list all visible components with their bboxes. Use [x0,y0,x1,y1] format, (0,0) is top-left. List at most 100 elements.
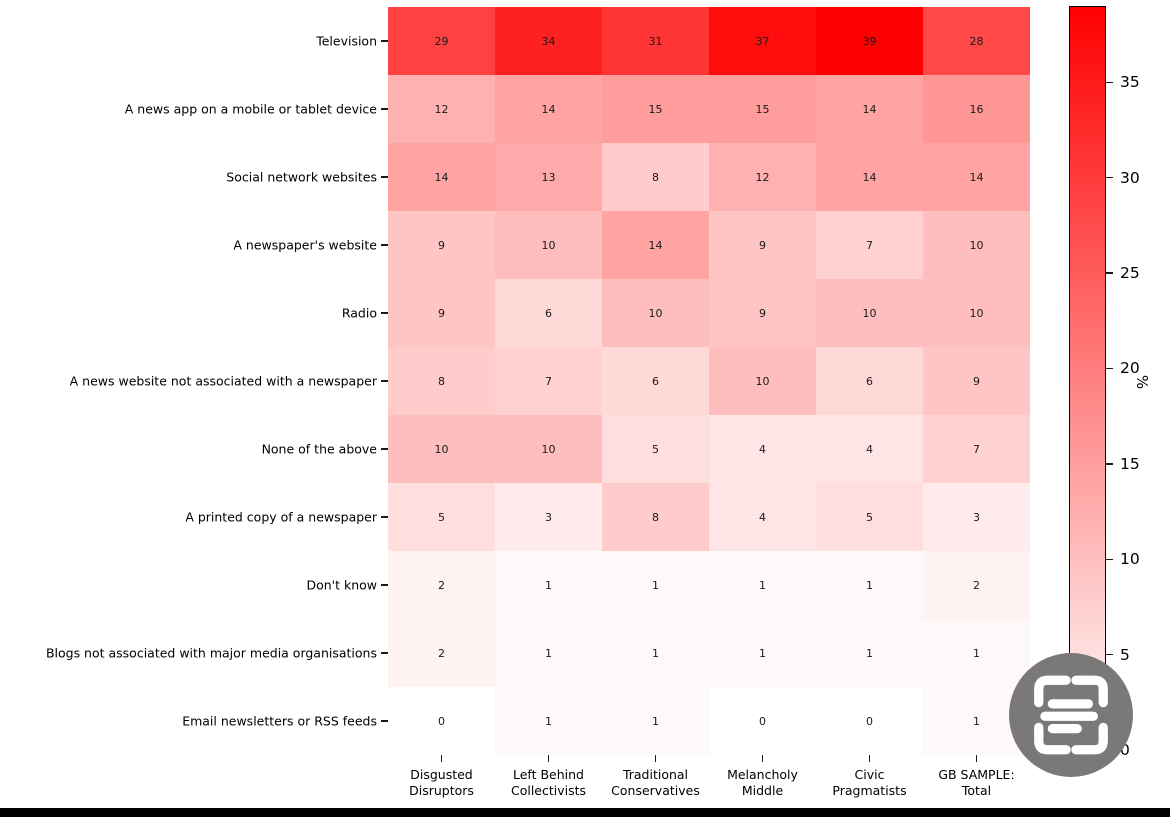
colorbar [1069,6,1106,750]
heatmap-cell: 14 [923,143,1030,211]
heatmap-cell: 9 [388,279,495,347]
row-label: Radio [341,305,377,321]
heatmap-cell: 4 [709,483,816,551]
x-tick-mark [868,755,871,762]
heatmap-cell: 1 [709,551,816,619]
colorbar-tick-label: 5 [1120,645,1130,664]
heatmap-cell: 5 [388,483,495,551]
colorbar-tick-mark [1106,653,1113,656]
column-label: Traditional Conservatives [611,767,700,799]
column-label: GB SAMPLE: Total [938,767,1015,799]
heatmap-cell: 3 [495,483,602,551]
heatmap-cell: 14 [602,211,709,279]
colorbar-unit-label: % [1133,374,1151,390]
row-label: Social network websites [226,169,377,185]
scan-text-overlay-button[interactable] [1009,653,1133,777]
heatmap-cell: 10 [709,347,816,415]
scan-text-icon [1034,675,1108,755]
heatmap-cell: 4 [816,415,923,483]
colorbar-tick-label: 25 [1120,264,1140,283]
heatmap-cell: 28 [923,7,1030,75]
x-tick-mark [654,755,657,762]
heatmap-cell: 2 [388,551,495,619]
heatmap-cell: 34 [495,7,602,75]
y-tick-mark [381,244,388,246]
x-tick-mark [547,755,550,762]
heatmap-cell: 1 [602,687,709,755]
heatmap-cell: 29 [388,7,495,75]
x-tick-mark [440,755,443,762]
heatmap-cell: 15 [709,75,816,143]
row-label: A news app on a mobile or tablet device [124,101,377,117]
heatmap-cell: 10 [495,211,602,279]
bottom-black-bar [0,808,1170,817]
x-tick-mark [975,755,978,762]
heatmap-cell: 10 [495,415,602,483]
column-label: Left Behind Collectivists [510,767,587,799]
heatmap-cell: 12 [709,143,816,211]
colorbar-tick-mark [1106,558,1113,560]
y-tick-mark [381,584,388,586]
heatmap-cell: 0 [816,687,923,755]
heatmap-cell: 6 [495,279,602,347]
column-label: Disgusted Disruptors [409,767,474,799]
colorbar-tick-mark [1106,463,1113,465]
heatmap-cell: 7 [816,211,923,279]
heatmap-cell: 9 [709,211,816,279]
colorbar-tick-mark [1106,176,1113,179]
row-label: None of the above [261,441,377,457]
heatmap-cell: 9 [923,347,1030,415]
heatmap-grid: 29 34 31 37 39 28 12 14 15 15 14 16 14 13 8 12 14 14 9 10 14… [388,7,1030,755]
heatmap-cell: 14 [495,75,602,143]
heatmap-cell: 2 [923,551,1030,619]
colorbar-tick-label: 10 [1120,550,1140,569]
heatmap-cell: 16 [923,75,1030,143]
column-label: Melancholy Middle [727,767,798,799]
y-tick-mark [381,312,388,314]
heatmap-cell: 1 [709,619,816,687]
y-tick-mark [381,652,388,654]
heatmap-cell: 10 [816,279,923,347]
heatmap-cell: 10 [923,279,1030,347]
colorbar-tick-mark [1106,272,1113,274]
heatmap-cell: 31 [602,7,709,75]
heatmap-cell: 1 [923,619,1030,687]
row-label: A news website not associated with a new… [69,373,377,389]
heatmap-cell: 37 [709,7,816,75]
heatmap-cell: 6 [816,347,923,415]
heatmap-cell: 2 [388,619,495,687]
y-tick-mark [381,108,388,110]
heatmap-cell: 14 [816,75,923,143]
heatmap-cell: 14 [388,143,495,211]
heatmap-cell: 1 [816,619,923,687]
heatmap-cell: 0 [709,687,816,755]
y-tick-mark [381,176,388,178]
y-tick-mark [381,516,388,518]
heatmap-cell: 1 [602,619,709,687]
column-label: Civic Pragmatists [832,767,907,799]
heatmap-cell: 3 [923,483,1030,551]
heatmap-cell: 8 [602,143,709,211]
row-label: A printed copy of a newspaper [185,509,377,525]
heatmap-cell: 10 [602,279,709,347]
colorbar-tick-label: 20 [1120,359,1140,378]
heatmap-cell: 12 [388,75,495,143]
row-label: Television [316,33,377,49]
heatmap-cell: 7 [923,415,1030,483]
y-tick-mark [381,448,388,450]
colorbar-tick-mark [1106,81,1113,83]
x-tick-mark [761,755,764,762]
colorbar-tick-label: 15 [1120,454,1140,473]
heatmap-cell: 39 [816,7,923,75]
y-tick-mark [381,380,388,382]
heatmap-cell: 7 [495,347,602,415]
heatmap-cell: 1 [495,551,602,619]
row-label: Don't know [306,577,377,593]
heatmap-cell: 1 [495,687,602,755]
heatmap-cell: 9 [388,211,495,279]
y-tick-mark [381,40,388,42]
heatmap-cell: 5 [602,415,709,483]
heatmap-cell: 6 [602,347,709,415]
heatmap-cell: 1 [602,551,709,619]
